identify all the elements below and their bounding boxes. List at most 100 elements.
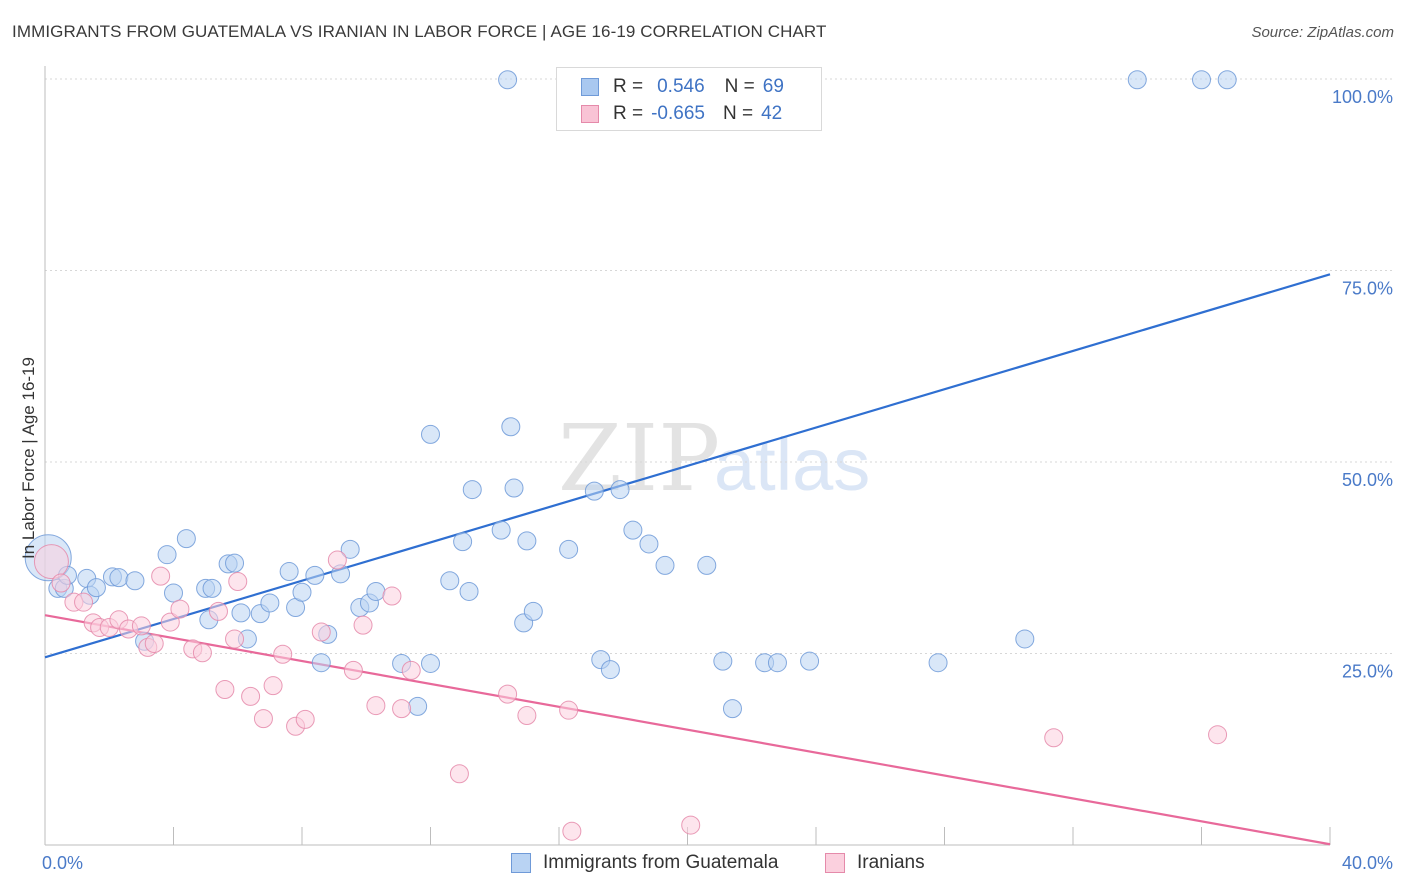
legend-label-guatemala: Immigrants from Guatemala — [543, 852, 779, 873]
legend-swatch-guatemala — [581, 78, 599, 96]
y-tick-label: 75.0% — [1342, 279, 1393, 299]
point-iranians — [144, 634, 164, 654]
point-iranians — [151, 566, 171, 586]
point-iranians — [343, 660, 363, 680]
watermark-atlas: atlas — [714, 423, 870, 506]
source-label: Source: ZipAtlas.com — [1251, 24, 1394, 41]
point-guatemala — [311, 653, 331, 673]
x-tick-label: 40.0% — [1342, 853, 1393, 873]
legend-swatch-iranians — [581, 105, 599, 123]
point-guatemala — [504, 478, 524, 498]
legend-n-label: N = — [722, 103, 754, 124]
point-guatemala — [225, 553, 245, 573]
point-guatemala — [292, 582, 312, 602]
point-guatemala — [462, 480, 482, 500]
point-iranians — [131, 616, 151, 636]
point-iranians — [273, 644, 293, 664]
legend-n-label: N = — [724, 76, 755, 97]
grid — [45, 78, 1393, 654]
point-guatemala — [366, 581, 386, 601]
y-tick-label: 50.0% — [1342, 470, 1393, 490]
point-iranians — [382, 586, 402, 606]
point-guatemala — [459, 581, 479, 601]
legend-r-label: R = — [613, 76, 644, 97]
y-tick-label: 100.0% — [1332, 87, 1393, 107]
point-guatemala — [639, 534, 659, 554]
legend-n-value: 42 — [761, 103, 783, 124]
point-guatemala — [1127, 70, 1147, 90]
point-guatemala — [697, 555, 717, 575]
point-guatemala — [501, 417, 521, 437]
point-guatemala — [600, 660, 620, 680]
point-guatemala — [202, 578, 222, 598]
chart-title: IMMIGRANTS FROM GUATEMALA VS IRANIAN IN … — [12, 22, 827, 41]
point-iranians — [170, 599, 190, 619]
point-iranians — [208, 601, 228, 621]
point-guatemala — [491, 520, 511, 540]
point-guatemala — [767, 653, 787, 673]
x-tick-label: 0.0% — [42, 853, 83, 873]
trend-lines — [44, 273, 1331, 846]
point-guatemala — [176, 529, 196, 549]
legend-r-label: R = — [613, 103, 644, 124]
point-guatemala — [623, 520, 643, 540]
point-guatemala — [498, 70, 518, 90]
point-iranians — [559, 700, 579, 720]
data-points — [24, 70, 1237, 841]
y-axis-label: In Labor Force | Age 16-19 — [19, 357, 38, 559]
point-iranians — [51, 573, 71, 593]
point-iranians — [253, 709, 273, 729]
point-guatemala — [453, 532, 473, 552]
series-legend: Immigrants from Guatemala Iranians — [0, 852, 1406, 876]
point-guatemala — [517, 531, 537, 551]
axes — [44, 66, 1331, 846]
point-guatemala — [722, 699, 742, 719]
legend-label-iranians: Iranians — [857, 852, 925, 873]
point-iranians — [263, 676, 283, 696]
legend-swatch-guatemala — [511, 853, 531, 873]
point-iranians — [498, 684, 518, 704]
legend-row-guatemala: R = 0.546 N = 69 — [581, 75, 784, 99]
point-guatemala — [260, 593, 280, 613]
correlation-legend: R = 0.546 N = 69 R = -0.665 N = 42 — [556, 67, 822, 131]
point-guatemala — [713, 651, 733, 671]
point-iranians — [353, 615, 373, 635]
trend-line-guatemala — [44, 273, 1331, 659]
watermark-zip: ZIP — [558, 405, 720, 512]
point-iranians — [192, 643, 212, 663]
legend-r-value: -0.665 — [651, 103, 705, 124]
legend-n-value: 69 — [762, 76, 784, 97]
point-guatemala — [1192, 70, 1211, 90]
point-iranians — [327, 550, 347, 570]
point-guatemala — [408, 696, 428, 716]
point-iranians — [33, 544, 69, 580]
point-iranians — [681, 815, 701, 835]
point-iranians — [295, 709, 315, 729]
point-iranians — [517, 706, 537, 726]
point-guatemala — [109, 568, 129, 588]
watermark: ZIP atlas — [558, 405, 870, 512]
point-guatemala — [800, 651, 820, 671]
point-iranians — [1208, 725, 1228, 745]
point-guatemala — [440, 571, 460, 591]
legend-item-guatemala: Immigrants from Guatemala — [511, 852, 778, 874]
point-iranians — [392, 699, 412, 719]
point-guatemala — [86, 578, 106, 598]
legend-r-value: 0.546 — [657, 76, 705, 97]
point-iranians — [366, 696, 386, 716]
point-guatemala — [610, 480, 630, 500]
legend-item-iranians: Iranians — [825, 852, 925, 874]
point-iranians — [562, 821, 582, 841]
point-guatemala — [559, 539, 579, 559]
point-iranians — [225, 629, 245, 649]
legend-swatch-iranians — [825, 853, 845, 873]
point-iranians — [160, 612, 180, 632]
point-guatemala — [1015, 629, 1035, 649]
point-guatemala — [655, 555, 675, 575]
point-iranians — [228, 571, 248, 591]
point-guatemala — [231, 603, 251, 623]
point-guatemala — [164, 583, 183, 603]
point-guatemala — [1217, 70, 1237, 90]
point-iranians — [311, 622, 331, 642]
point-iranians — [1044, 728, 1064, 748]
